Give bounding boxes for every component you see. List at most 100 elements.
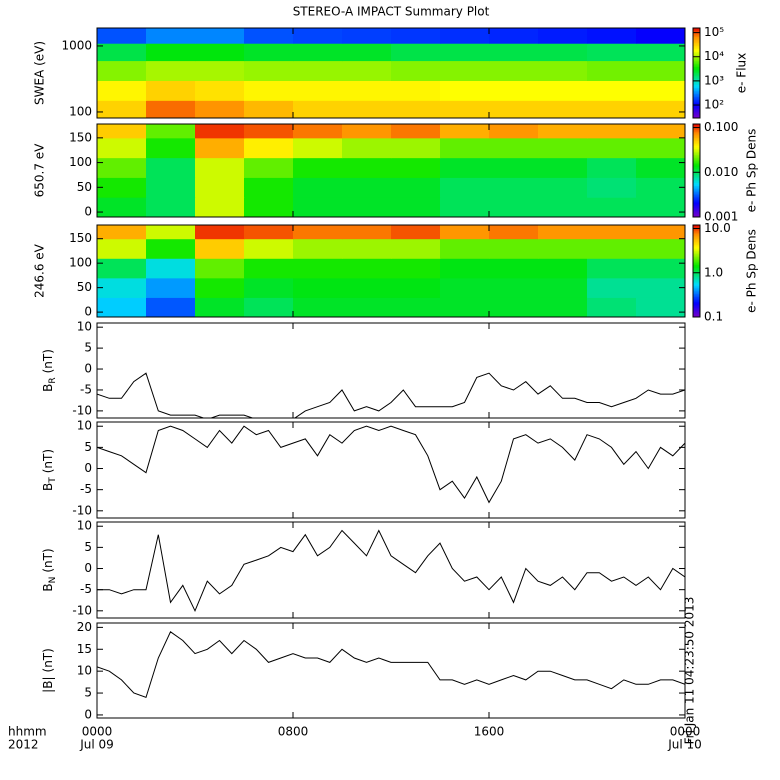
heatmap-cell	[342, 124, 392, 139]
colorbar-step	[693, 294, 700, 297]
heatmap-cell	[146, 80, 196, 101]
colorbar-step	[693, 252, 700, 255]
heatmap-cell	[342, 258, 392, 279]
colorbar-step	[693, 190, 700, 193]
colorbar-step	[693, 37, 700, 39]
y-axis-label: BR (nT)	[41, 349, 58, 392]
heatmap-cell	[195, 100, 245, 118]
colorbar-step	[693, 153, 700, 156]
heatmap-cell	[538, 80, 588, 101]
colorbar-step	[693, 298, 700, 301]
colorbar-step	[693, 100, 700, 102]
colorbar-step	[693, 64, 700, 66]
heatmap-cell	[391, 28, 441, 44]
y-axis-label-main: B	[41, 583, 55, 591]
heatmap-cell	[342, 177, 392, 198]
colorbar-tick-label: 1.0	[704, 265, 723, 279]
heatmap-cell	[391, 60, 441, 81]
colorbar-step	[693, 124, 700, 127]
heatmap-cell	[293, 124, 343, 139]
heatmap-cell	[636, 60, 685, 81]
heatmap-cell	[636, 28, 685, 44]
colorbar-step	[693, 167, 700, 170]
colorbar-step	[693, 73, 700, 75]
colorbar-step	[693, 193, 700, 196]
heatmap-cell	[636, 157, 685, 178]
panel-frame	[96, 622, 686, 719]
heatmap-cell	[587, 124, 637, 139]
colorbar-step	[693, 274, 700, 277]
colorbar-step	[693, 272, 700, 275]
colorbar-step	[693, 70, 700, 72]
heatmap-cell	[293, 277, 343, 298]
colorbar-step	[693, 145, 700, 148]
x-tick-label: 0000	[670, 725, 701, 739]
heatmap-cell	[489, 60, 539, 81]
colorbar-step	[693, 306, 700, 309]
colorbar-step	[693, 195, 700, 198]
heatmap-cell	[293, 137, 343, 159]
heatmap-cell	[636, 297, 685, 317]
colorbar-step	[693, 307, 700, 310]
heatmap-cell	[587, 28, 637, 44]
y-tick-label: -5	[80, 482, 92, 496]
heatmap-cell	[244, 80, 294, 101]
colorbar-step	[693, 55, 700, 57]
heatmap	[97, 28, 685, 118]
y-tick-label: 50	[77, 280, 92, 294]
colorbar-step	[693, 269, 700, 272]
y-tick-label: -10	[72, 603, 92, 617]
colorbar-step	[693, 32, 700, 35]
y-tick-label: 10	[77, 320, 92, 334]
heatmap-cell	[342, 197, 392, 217]
colorbar-step	[693, 28, 700, 30]
colorbar-step	[693, 29, 700, 32]
colorbar-step	[693, 110, 700, 113]
colorbar-step	[693, 112, 700, 114]
colorbar-step	[693, 212, 700, 215]
heatmap-cell	[244, 238, 294, 259]
heatmap-cell	[244, 225, 294, 240]
heatmap-cell	[342, 225, 392, 240]
colorbar-step	[693, 257, 700, 260]
colorbar-step	[693, 80, 700, 83]
heatmap-cell	[489, 277, 539, 298]
heatmap-cell	[146, 297, 196, 317]
colorbar-step	[693, 136, 700, 139]
colorbar-step	[693, 159, 700, 162]
colorbar-step	[693, 173, 700, 176]
heatmap-cell	[636, 100, 685, 118]
heatmap-cell	[146, 43, 196, 62]
colorbar-label: e- Flux	[735, 53, 749, 93]
heatmap-cell	[391, 258, 441, 279]
heatmap-cell	[587, 43, 637, 62]
colorbar-step	[693, 210, 700, 213]
heatmap-cell	[97, 238, 147, 259]
heatmap-cell	[342, 297, 392, 317]
heatmap-cell	[587, 197, 637, 217]
colorbar-step	[693, 313, 700, 316]
colorbar-step	[693, 103, 700, 105]
heatmap-cell	[440, 258, 490, 279]
heatmap-cell	[293, 177, 343, 198]
colorbar-tick-label: 0.001	[704, 210, 738, 224]
colorbar-step	[693, 251, 700, 254]
heatmap-cell	[146, 177, 196, 198]
colorbar-step	[693, 76, 700, 78]
heatmap-cell	[195, 197, 245, 217]
y-tick-label: 0	[84, 362, 92, 376]
heatmap-cell	[587, 60, 637, 81]
heatmap-cell	[391, 100, 441, 118]
colorbar-step	[693, 109, 700, 111]
colorbar-step	[693, 206, 700, 209]
heatmap-cell	[97, 28, 147, 44]
heatmap-cell	[489, 137, 539, 159]
y-axis-label: SWEA (eV)	[33, 41, 47, 105]
colorbar-step	[693, 67, 700, 69]
colorbar-step	[693, 209, 700, 212]
y-tick-label: 100	[69, 256, 92, 270]
colorbar-tick-label: 0.100	[704, 120, 738, 134]
colorbar-step	[693, 85, 700, 87]
heatmap-cell	[244, 297, 294, 317]
colorbar-step	[693, 267, 700, 270]
